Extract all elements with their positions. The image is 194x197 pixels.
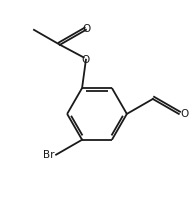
Text: Br: Br (43, 150, 55, 160)
Text: O: O (83, 24, 91, 34)
Text: O: O (82, 55, 90, 65)
Text: O: O (181, 109, 189, 119)
